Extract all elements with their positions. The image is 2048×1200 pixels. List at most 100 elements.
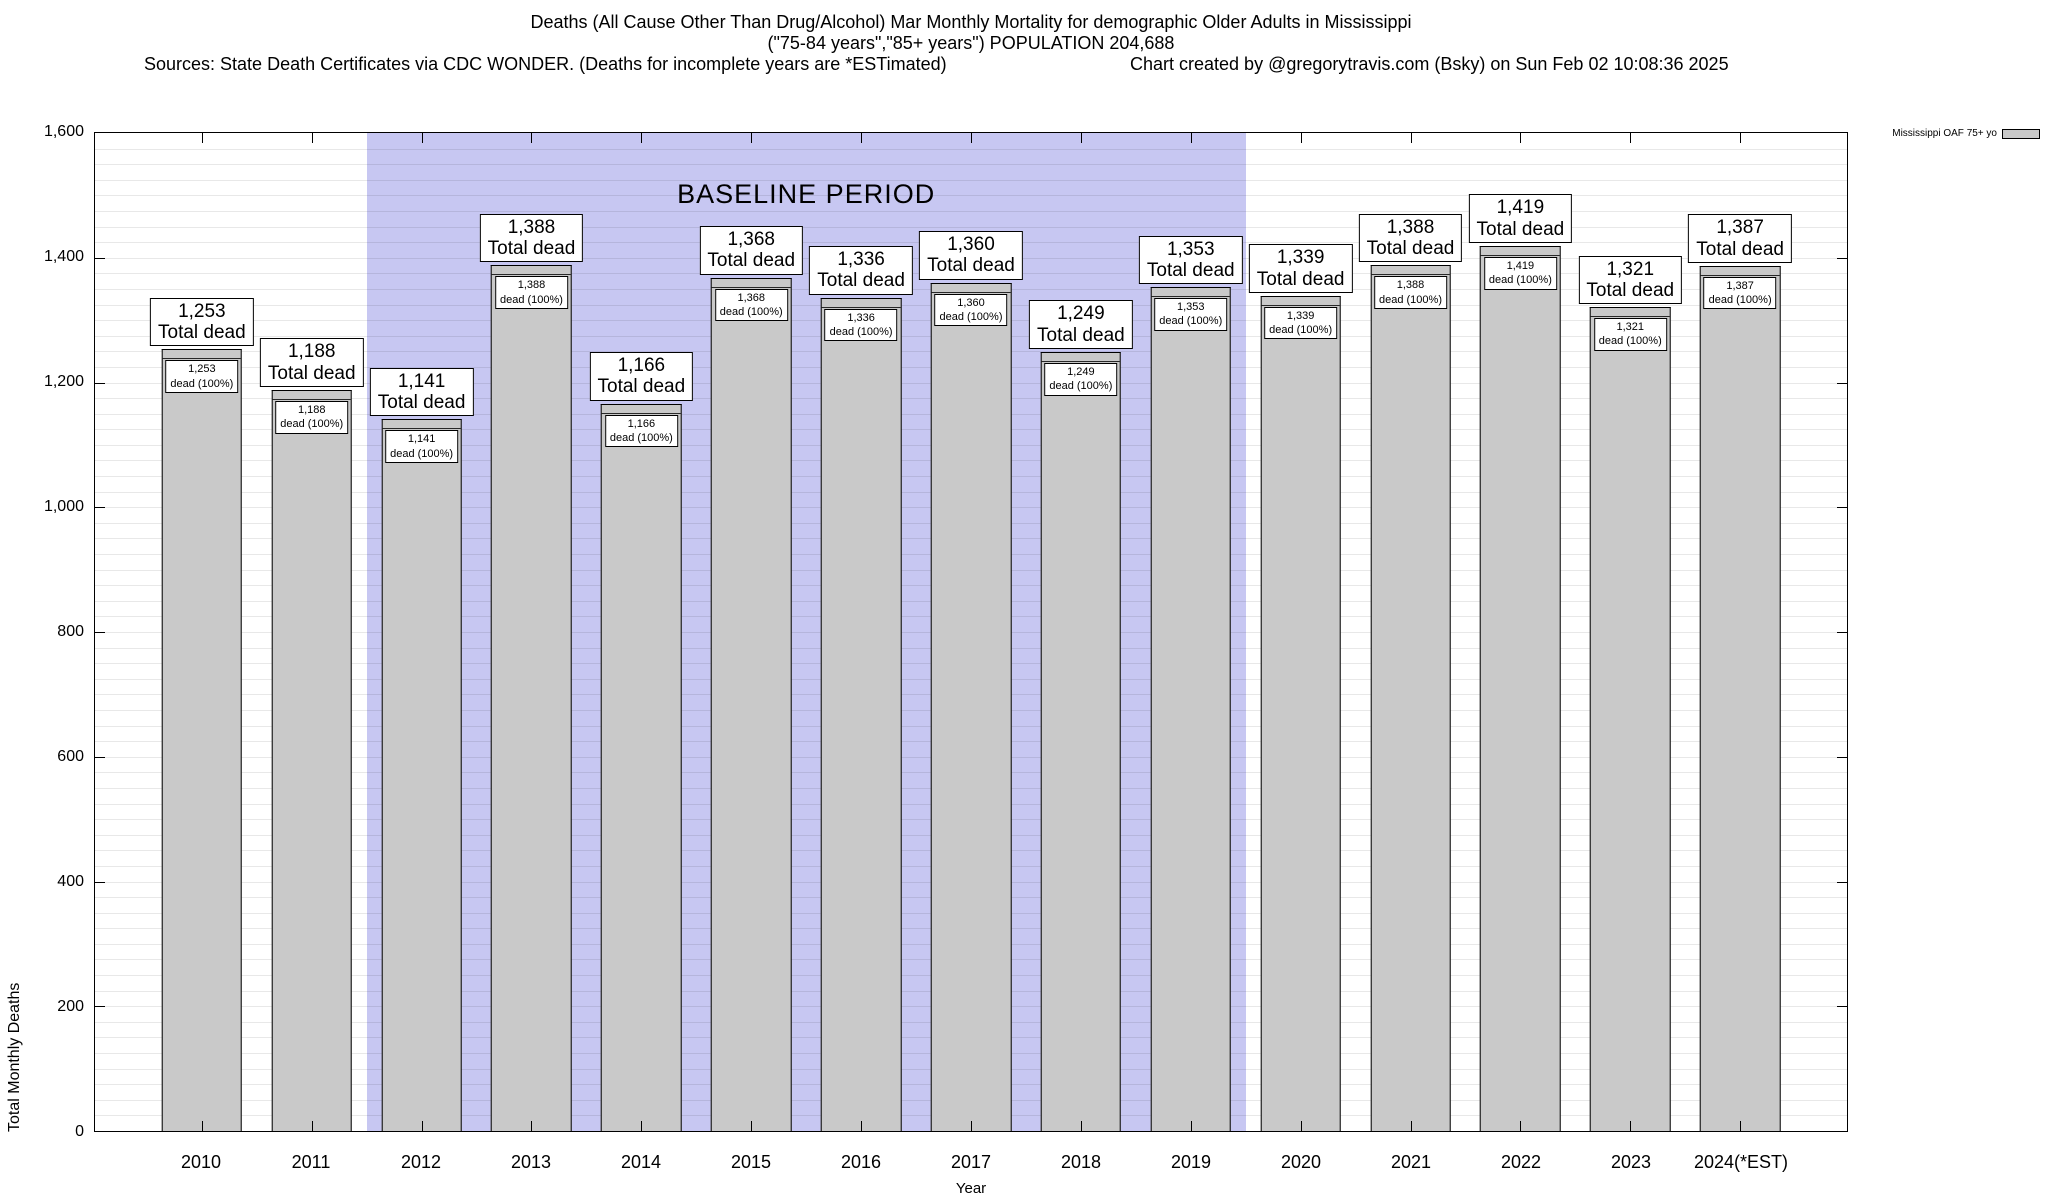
bar-value-box-2018: 1,249 dead (100%) [1044,362,1118,396]
x-category-label-2014: 2014 [620,1152,662,1172]
bar-2023: 1,321 dead (100%) 1,321 Total dead [1578,255,1683,1131]
x-tick-mark [861,133,863,143]
bar-total-label: Total dead [817,270,905,292]
legend: Mississippi OAF 75+ yo [1892,128,2040,139]
bar-value-box-2010: 1,253 dead (100%) [165,360,239,394]
bar-value: 1,249 [1067,365,1095,378]
bar-2019: 1,353 dead (100%) 1,353 Total dead [1138,235,1243,1131]
bar-value-box-2013: 1,388 dead (100%) [494,276,568,309]
bar-total-box-2017: 1,360 Total dead [919,231,1023,280]
y-tick-mark [1837,507,1847,509]
bar-total-label: Total dead [597,376,686,398]
bar-value: 1,321 [1616,321,1645,334]
x-category-label-2012: 2012 [400,1152,442,1172]
bar-total-value: 1,419 [1496,197,1545,219]
legend-label: Mississippi OAF 75+ yo [1892,128,1997,139]
bar-value: 1,419 [1506,259,1535,272]
x-category-label-2023: 2023 [1610,1152,1652,1172]
bar-value: 1,368 [737,291,765,304]
bar-value: 1,188 [297,404,326,416]
bar-2020: 1,339 dead (100%) 1,339 Total dead [1248,244,1353,1131]
bar-total-value: 1,388 [1386,216,1435,238]
bar-total-value: 1,166 [617,355,666,377]
x-tick-mark [751,1121,753,1131]
y-tick-mark [95,507,105,509]
y-tick-label: 1,400 [43,248,84,265]
bar-total-label: Total dead [1037,324,1125,346]
bar-total-value: 1,353 [1166,238,1215,260]
y-axis-title: Total Monthly Deaths [6,982,23,1132]
bar-total-label: Total dead [1476,218,1565,240]
x-tick-mark [421,133,423,143]
y-tick-label: 1,000 [43,498,84,515]
bar-value-sublabel: dead (100%) [1049,380,1113,393]
bar-value: 1,387 [1726,279,1754,292]
bar-top-line [1041,360,1121,362]
bar-top-line [1590,316,1670,318]
bar-total-box-2015: 1,368 Total dead [699,226,804,275]
bar-total-value: 1,188 [287,341,336,363]
bar-2017: 1,360 dead (100%) 1,360 Total dead [919,231,1023,1131]
y-tick-mark [1837,382,1847,384]
bar-2011: 1,188 dead (100%) 1,188 Total dead [259,338,364,1131]
credit-note: Chart created by @gregorytravis.com (Bsk… [1130,54,1729,74]
bar-value-sublabel: dead (100%) [1159,315,1223,328]
y-tick-mark [1837,1006,1847,1008]
legend-swatch-icon [2002,128,2040,139]
x-tick-mark [641,133,643,143]
y-tick-mark [95,257,105,259]
x-tick-mark [1410,1121,1412,1131]
x-tick-mark [1630,1121,1632,1131]
bar-value-box-2022: 1,419 dead (100%) [1483,256,1557,290]
bar-total-value: 1,249 [1057,303,1105,325]
bar-value: 1,141 [407,433,436,446]
bar-value-sublabel: dead (100%) [719,306,783,319]
bar-value-sublabel: dead (100%) [1708,294,1772,307]
gridline [95,164,1847,166]
x-tick-mark [1520,1121,1522,1131]
bar-total-value: 1,253 [178,300,226,322]
bar-total-box-2016: 1,336 Total dead [809,246,913,295]
y-tick-label: 1,600 [43,123,84,140]
bar-total-value: 1,360 [947,234,995,256]
gridline [95,226,1847,228]
x-tick-mark [1080,1121,1082,1131]
bar-top-line [821,306,901,308]
x-category-label-2013: 2013 [510,1152,552,1172]
x-tick-mark [971,133,972,143]
x-tick-mark [1740,133,1742,143]
bar-2024(*EST): 1,387 dead (100%) 1,387 Total dead [1688,214,1792,1131]
y-tick-label: 200 [57,998,84,1015]
bar-value-sublabel: dead (100%) [170,377,234,390]
bar-value-sublabel: dead (100%) [609,432,673,445]
y-tick-mark [1837,756,1847,758]
baseline-period-label: BASELINE PERIOD [677,179,936,209]
x-category-label-2018: 2018 [1060,1152,1102,1172]
x-category-label-2015: 2015 [730,1152,772,1172]
x-tick-mark [1190,1121,1192,1131]
bar-2013: 1,388 dead (100%) 1,388 Total dead [479,213,584,1131]
x-category-label-2024(*EST): 2024(*EST) [1693,1152,1789,1172]
bar-total-box-2021: 1,388 Total dead [1358,213,1463,263]
y-tick-mark [1837,881,1847,883]
bar-value-sublabel: dead (100%) [390,447,454,460]
x-tick-mark [1630,133,1632,143]
x-tick-mark [311,133,313,143]
gridline [95,148,1847,150]
x-category-label-2020: 2020 [1280,1152,1322,1172]
x-tick-mark [1410,133,1412,143]
bar-total-label: Total dead [1256,268,1345,290]
bar-top-line [931,291,1011,293]
bar-value-box-2023: 1,321 dead (100%) [1593,318,1667,351]
x-category-label-2019: 2019 [1170,1152,1212,1172]
bar-value: 1,388 [1396,279,1425,292]
y-tick-label: 0 [75,1123,84,1140]
y-tick-mark [1837,632,1847,633]
y-tick-mark [95,881,105,883]
bar-top-line [382,428,461,430]
bar-value-box-2020: 1,339 dead (100%) [1264,306,1338,340]
bar-2010: 1,253 dead (100%) 1,253 Total dead [150,297,254,1131]
y-tick-label: 600 [57,748,84,765]
bar-value-box-2024(*EST): 1,387 dead (100%) [1703,276,1777,310]
x-tick-mark [1520,133,1522,143]
